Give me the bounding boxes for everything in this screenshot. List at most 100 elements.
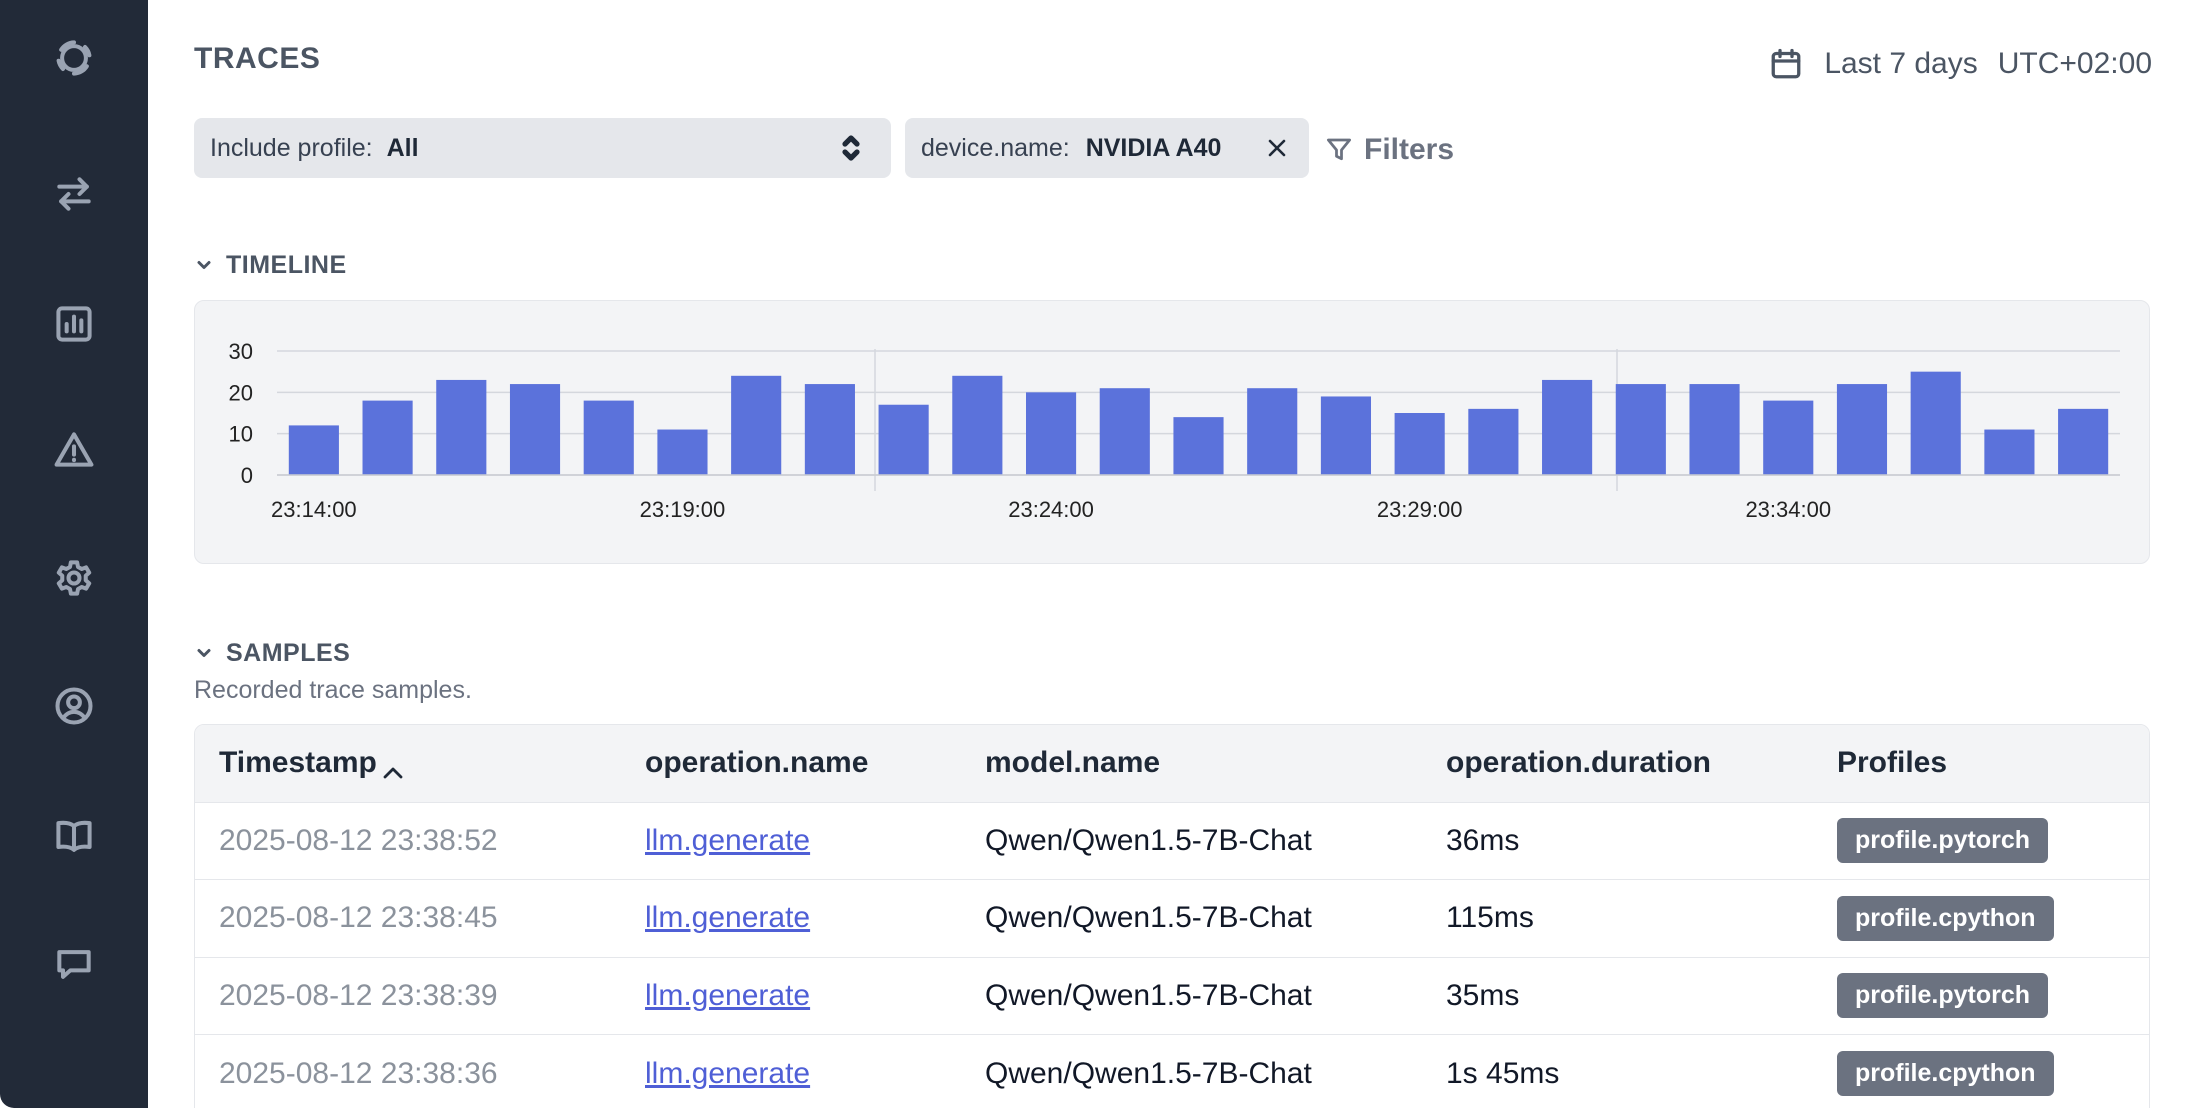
column-header-operation-name[interactable]: operation.name [645,746,869,780]
chevron-down-icon [197,649,211,657]
bar [1099,388,1150,475]
table-row[interactable]: 2025-08-12 23:38:52 llm.generate Qwen/Qw… [195,802,2149,880]
timeline-section-toggle[interactable]: TIMELINE [194,249,347,281]
y-tick-label: 20 [229,380,253,405]
bar-chart-icon[interactable] [50,300,98,348]
date-range-label[interactable]: Last 7 days [1824,47,1978,80]
bar [1836,384,1888,475]
bar [1025,392,1077,475]
y-tick-label: 0 [241,463,253,488]
filter-chip-value: NVIDIA A40 [1085,133,1222,162]
sidebar [0,0,148,1108]
profile-badge[interactable]: profile.cpython [1837,1051,2054,1096]
bar [1320,396,1372,475]
bar [583,400,634,475]
column-header-timestamp[interactable]: Timestamp [195,725,621,802]
main-content: TRACES Last 7 days UTC+02:00 Include pro… [148,0,2186,1108]
device-filter-chip[interactable]: device.name: NVIDIA A40 [905,118,1309,178]
operation-link[interactable]: llm.generate [645,901,811,935]
samples-title: SAMPLES [226,638,351,667]
bar [1542,379,1593,475]
bar [1763,400,1814,475]
column-header-profiles[interactable]: Profiles [1837,746,1948,780]
model-cell: Qwen/Qwen1.5-7B-Chat [985,901,1312,935]
bar [1247,388,1298,475]
column-header-label: Timestamp [219,746,377,780]
bar [1173,417,1224,475]
bar [2058,408,2109,475]
bar [1984,429,2035,475]
date-range-picker[interactable]: Last 7 days UTC+02:00 [1768,44,2152,84]
profiles-cell: profile.cpython [1813,880,2149,958]
profiles-cell: profile.pytorch [1813,802,2149,880]
bar [731,375,782,475]
include-profile-select[interactable]: Include profile: All [194,118,891,178]
samples-section-toggle[interactable]: SAMPLES [194,637,350,669]
table-row[interactable]: 2025-08-12 23:38:45 llm.generate Qwen/Qw… [195,879,2149,958]
bar [509,384,561,475]
bar [436,379,487,475]
x-tick-label: 23:19:00 [640,497,726,522]
x-tick-label: 23:34:00 [1745,497,1831,522]
bar [804,384,855,475]
y-tick-label: 10 [229,422,253,447]
bar [1689,384,1740,475]
operation-link[interactable]: llm.generate [645,978,811,1012]
book-icon[interactable] [50,812,98,860]
chevron-updown-icon [841,134,861,162]
filter-icon [1327,138,1351,161]
model-cell: Qwen/Qwen1.5-7B-Chat [985,978,1312,1012]
chevron-down-icon [197,261,211,269]
profile-badge[interactable]: profile.cpython [1837,895,2054,941]
operation-cell: llm.generate [621,880,961,958]
model-cell: Qwen/Qwen1.5-7B-Chat [985,823,1312,857]
gear-icon[interactable] [50,554,98,602]
table-header-row: Timestamp operation.name model.name oper… [195,725,2149,802]
bar [1615,384,1666,475]
duration-cell: 1s 45ms [1446,1056,1560,1090]
profiles-cell: profile.pytorch [1813,957,2149,1035]
duration-cell: 115ms [1446,901,1534,935]
bar [288,425,339,475]
y-tick-label: 30 [229,339,253,364]
timestamp-cell: 2025-08-12 23:38:39 [219,978,498,1012]
profiles-cell: profile.cpython [1813,1035,2149,1108]
timeline-bar-chart: 0 10 20 30 23:14:00 23:19:00 23:24:00 23:29:00 2… [229,339,2120,522]
operation-link[interactable]: llm.generate [645,1056,811,1090]
column-header-operation-duration[interactable]: operation.duration [1446,746,1711,780]
profile-badge[interactable]: profile.pytorch [1837,818,2049,864]
operation-cell: llm.generate [621,957,961,1035]
warning-icon[interactable] [50,426,98,474]
x-tick-label: 23:14:00 [271,497,357,522]
chat-icon[interactable] [50,940,98,988]
operation-cell: llm.generate [621,802,961,880]
samples-table: Timestamp operation.name model.name oper… [194,724,2150,1108]
sort-ascending-icon[interactable] [381,755,405,779]
duration-cell: 36ms [1446,823,1520,857]
include-profile-label: Include profile: [210,133,373,162]
model-cell: Qwen/Qwen1.5-7B-Chat [985,1056,1312,1090]
column-header-model-name[interactable]: model.name [985,746,1161,780]
table-row[interactable]: 2025-08-12 23:38:36 llm.generate Qwen/Qw… [195,1034,2149,1108]
filters-label: Filters [1364,133,1455,166]
filters-button[interactable]: Filters [1324,130,1454,170]
bar [657,429,708,475]
bar [1910,371,1961,475]
timestamp-cell: 2025-08-12 23:38:45 [219,901,498,935]
transfer-icon[interactable] [50,170,98,218]
table-row[interactable]: 2025-08-12 23:38:39 llm.generate Qwen/Qw… [195,957,2149,1035]
bar [878,404,929,475]
bar [1468,408,1519,475]
bar [952,375,1003,475]
profile-badge[interactable]: profile.pytorch [1837,973,2049,1019]
timeline-title: TIMELINE [226,250,347,279]
timeline-chart: 0 10 20 30 23:14:00 23:19:00 23:24:00 23:29:00 2… [194,300,2150,564]
filter-chip-key: device.name: [921,133,1070,162]
timezone-label[interactable]: UTC+02:00 [1997,47,2152,80]
close-icon[interactable] [1265,136,1289,160]
logo-icon[interactable] [50,34,98,82]
operation-cell: llm.generate [621,1035,961,1108]
calendar-icon [1768,46,1804,82]
operation-link[interactable]: llm.generate [645,823,811,857]
user-circle-icon[interactable] [50,682,98,730]
